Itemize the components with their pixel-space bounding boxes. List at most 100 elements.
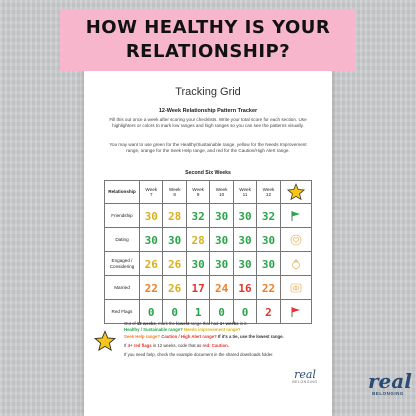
score-value: 1 <box>194 305 202 319</box>
score-cell[interactable]: 17 <box>185 275 211 300</box>
row-label: Engaged / Considering <box>104 251 140 276</box>
table-row: Engaged / Considering 26 26 30 30 30 30 <box>104 251 313 276</box>
score-cell[interactable]: 30 <box>138 227 164 252</box>
heart-icon <box>279 227 313 252</box>
header-week: Week 12 <box>256 180 281 204</box>
rings-icon <box>279 275 313 300</box>
red-flag-icon <box>279 299 313 324</box>
score-cell[interactable]: 0 <box>138 299 164 324</box>
score-cell[interactable]: 30 <box>232 203 258 228</box>
score-cell[interactable]: 24 <box>209 275 234 300</box>
table-row: Friendship 30 28 32 30 30 32 <box>104 203 313 228</box>
header-week: Week 10 <box>209 180 234 204</box>
score-cell[interactable]: 30 <box>185 251 211 276</box>
instructions-paragraph-2: You may want to use green for the Health… <box>109 142 307 154</box>
score-value: 30 <box>238 209 252 223</box>
score-value: 30 <box>214 209 229 223</box>
score-value: 0 <box>218 305 225 319</box>
title-banner: HOW HEALTHY IS YOUR RELATIONSHIP? <box>60 9 356 71</box>
score-cell[interactable]: 30 <box>138 203 164 228</box>
instructions-paragraph-1: Fill this out once a week after scoring … <box>109 117 307 129</box>
header-week: Week 8 <box>162 180 187 204</box>
score-cell[interactable]: 1 <box>185 299 211 324</box>
tracking-table: Relationship Week 7 Week 8 Week 9 Week 10 We… <box>104 180 313 324</box>
score-value: 30 <box>261 233 276 247</box>
row-label: Dating <box>104 227 140 252</box>
table-row: Dating 30 30 28 30 30 30 <box>104 227 313 252</box>
score-value: 30 <box>214 233 229 247</box>
summary-star-icon <box>94 330 116 352</box>
star-header-cell <box>279 180 313 204</box>
score-value: 30 <box>191 257 205 271</box>
row-label: Married <box>104 275 140 300</box>
score-cell[interactable]: 30 <box>256 251 281 276</box>
score-cell[interactable]: 0 <box>232 299 258 324</box>
score-value: 30 <box>238 233 252 247</box>
score-cell[interactable]: 32 <box>185 203 211 228</box>
score-cell[interactable]: 30 <box>209 251 234 276</box>
score-value: 30 <box>168 233 182 247</box>
score-value: 30 <box>214 257 229 271</box>
score-value: 0 <box>171 305 178 319</box>
star-icon <box>286 183 305 201</box>
row-label: Friendship <box>104 203 140 228</box>
score-cell[interactable]: 16 <box>232 275 258 300</box>
score-cell[interactable]: 30 <box>256 227 281 252</box>
score-cell[interactable]: 30 <box>209 227 234 252</box>
score-value: 26 <box>168 257 182 271</box>
score-cell[interactable]: 2 <box>256 299 281 324</box>
header-week: Week 9 <box>185 180 211 204</box>
worksheet-page: Tracking Grid 12-Week Relationship Patte… <box>84 58 332 416</box>
score-value: 22 <box>144 281 158 295</box>
note-3: If you need help, check the example docu… <box>124 352 274 358</box>
score-value: 30 <box>261 257 276 271</box>
sheet-brand-logo: real BELONGING <box>292 368 318 384</box>
table-header-row: Relationship Week 7 Week 8 Week 9 Week 10 We… <box>104 180 313 204</box>
score-value: 0 <box>241 305 249 319</box>
score-cell[interactable]: 22 <box>138 275 164 300</box>
note-1: Out of 12 weeks, mark the lowest range t… <box>124 321 284 339</box>
score-value: 30 <box>144 209 158 223</box>
score-value: 26 <box>168 281 182 295</box>
table-row: Red Flags 0 0 1 0 0 2 <box>104 299 313 324</box>
score-value: 0 <box>147 305 155 319</box>
score-value: 16 <box>238 281 252 295</box>
summary-notes: Out of 12 weeks, mark the lowest range t… <box>124 321 316 361</box>
score-value: 2 <box>265 305 272 319</box>
score-cell[interactable]: 0 <box>162 299 187 324</box>
banner-line-2: RELATIONSHIP? <box>125 41 291 62</box>
score-cell[interactable]: 26 <box>162 251 187 276</box>
score-value: 17 <box>191 281 205 295</box>
row-label: Red Flags <box>104 299 140 324</box>
score-cell[interactable]: 30 <box>232 227 258 252</box>
score-value: 24 <box>214 281 229 295</box>
page-subtitle: 12-Week Relationship Pattern Tracker <box>158 108 258 114</box>
score-cell[interactable]: 22 <box>256 275 281 300</box>
header-week: Week 11 <box>232 180 258 204</box>
score-cell[interactable]: 30 <box>162 227 187 252</box>
page-title: Tracking Grid <box>175 86 241 98</box>
score-cell[interactable]: 30 <box>209 203 234 228</box>
score-value: 32 <box>261 209 276 223</box>
score-value: 32 <box>191 209 205 223</box>
brand-logo: real BELONGING <box>368 369 412 396</box>
note-2: If 4+ red flags in 12 weeks, code that a… <box>124 342 229 348</box>
score-value: 26 <box>144 257 158 271</box>
score-cell[interactable]: 30 <box>232 251 258 276</box>
header-relationship: Relationship <box>104 180 140 204</box>
score-cell[interactable]: 26 <box>138 251 164 276</box>
banner-line-1: HOW HEALTHY IS YOUR <box>85 17 331 38</box>
table-row: Married 22 26 17 24 16 22 <box>104 275 313 300</box>
score-cell[interactable]: 28 <box>185 227 211 252</box>
header-week: Week 7 <box>138 180 164 204</box>
ring-icon <box>279 251 313 276</box>
score-value: 28 <box>168 209 182 223</box>
section-title: Second Six Weeks <box>185 170 231 176</box>
score-cell[interactable]: 26 <box>162 275 187 300</box>
score-value: 30 <box>238 257 252 271</box>
score-value: 30 <box>144 233 158 247</box>
score-value: 22 <box>261 281 276 295</box>
score-cell[interactable]: 28 <box>162 203 187 228</box>
score-cell[interactable]: 32 <box>256 203 281 228</box>
score-cell[interactable]: 0 <box>209 299 234 324</box>
